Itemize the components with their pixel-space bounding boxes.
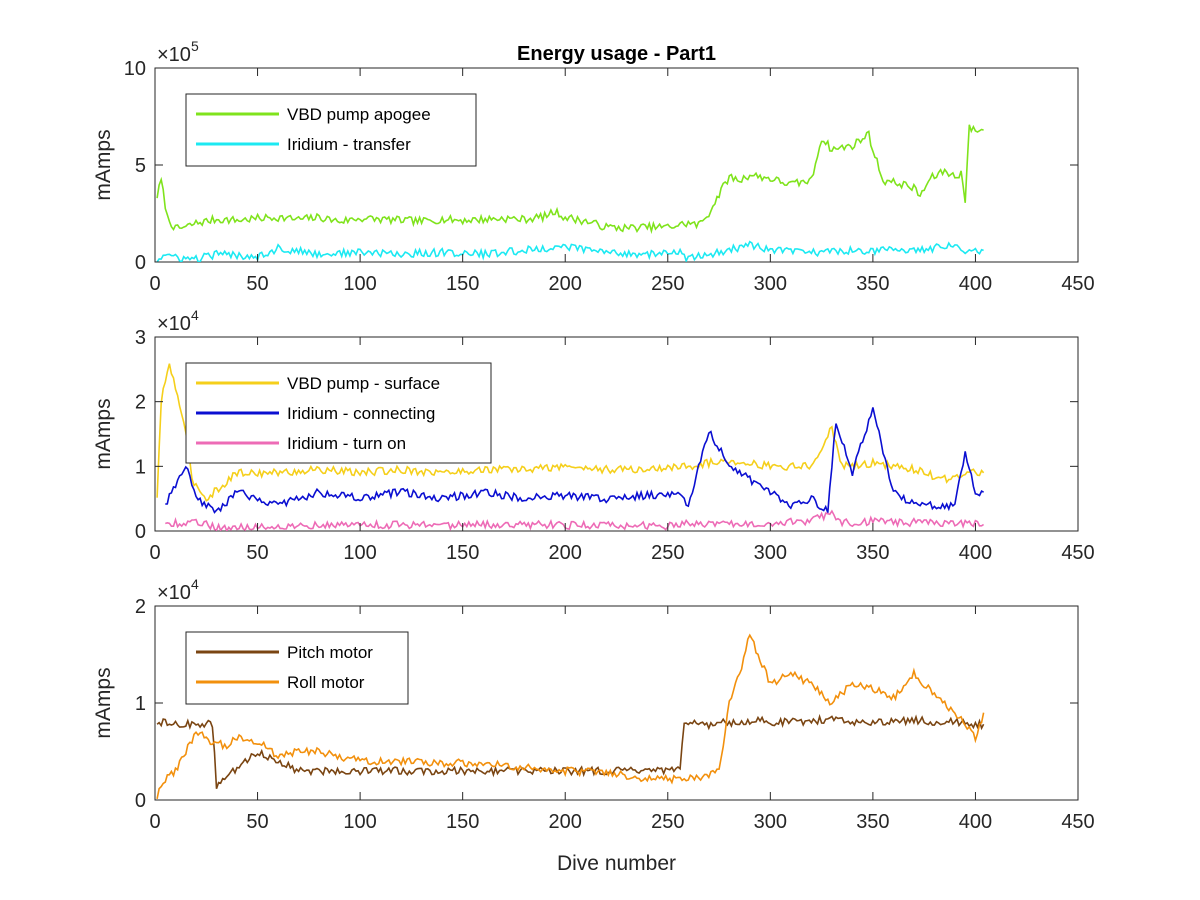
y-axis-label: mAmps (92, 398, 115, 469)
legend: VBD pump apogee Iridium - transfer (185, 93, 477, 167)
x-tick-label: 350 (856, 542, 889, 564)
x-tick-label: 50 (246, 542, 268, 564)
x-tick-label: 400 (959, 542, 992, 564)
y-tick-label: 2 (135, 392, 146, 414)
x-tick-label: 400 (959, 811, 992, 833)
legend-entry-label: Iridium - connecting (287, 404, 435, 423)
subplot-1: 0 50 100 150 200 250 300 350 400 450 0 5 10 ×105 mAmps… (92, 38, 1095, 295)
series-line-vbd-pump-surface (156, 363, 985, 502)
y-tick-label: 0 (135, 790, 146, 812)
series-line-vbd-pump-apogee (156, 124, 984, 235)
series-line-iridium-connecting (165, 407, 984, 514)
x-tick-label: 300 (754, 273, 787, 295)
x-tick-label: 450 (1061, 542, 1094, 564)
x-axis-label: Dive number (557, 852, 676, 875)
y-tick-label: 3 (135, 327, 146, 349)
x-tick-label: 50 (246, 273, 268, 295)
x-tick-label: 150 (446, 811, 479, 833)
y-exponent: ×104 (157, 576, 199, 604)
x-tick-label: 350 (856, 273, 889, 295)
x-tick-label: 50 (246, 811, 268, 833)
y-tick-label: 1 (135, 693, 146, 715)
x-tick-label: 300 (754, 811, 787, 833)
y-exponent: ×105 (157, 38, 199, 66)
legend-entry-label: Iridium - transfer (287, 135, 411, 154)
series-line-roll-motor (156, 633, 985, 800)
legend-entry-label: Roll motor (287, 673, 365, 692)
legend-entry-label: VBD pump apogee (287, 105, 431, 124)
y-tick-label: 0 (135, 252, 146, 274)
chart-title: Energy usage - Part1 (517, 43, 716, 65)
x-tick-label: 450 (1061, 273, 1094, 295)
legend: VBD pump - surface Iridium - connecting Ir… (185, 362, 492, 464)
legend: Pitch motor Roll motor (185, 631, 409, 705)
x-tick-label: 150 (446, 273, 479, 295)
y-axis-label: mAmps (92, 667, 115, 738)
x-tick-label: 350 (856, 811, 889, 833)
x-tick-label: 0 (149, 542, 160, 564)
legend-entry-label: Iridium - turn on (287, 434, 406, 453)
x-tick-label: 200 (549, 811, 582, 833)
x-tick-label: 200 (549, 273, 582, 295)
x-tick-label: 250 (651, 273, 684, 295)
x-tick-label: 100 (343, 273, 376, 295)
series-line-pitch-motor (156, 713, 985, 789)
legend-entry-label: VBD pump - surface (287, 374, 440, 393)
y-tick-label: 2 (135, 596, 146, 618)
legend-box (185, 93, 477, 167)
y-tick-label: 5 (135, 155, 146, 177)
x-tick-label: 100 (343, 811, 376, 833)
x-tick-label: 250 (651, 811, 684, 833)
x-tick-label: 200 (549, 542, 582, 564)
y-tick-label: 0 (135, 521, 146, 543)
x-tick-label: 250 (651, 542, 684, 564)
y-tick-label: 10 (124, 58, 146, 80)
x-tick-label: 100 (343, 542, 376, 564)
subplot-2: 0 50 100 150 200 250 300 350 400 450 0 1 2 3 ×104 mAmps… (92, 307, 1095, 564)
legend-entry-label: Pitch motor (287, 643, 373, 662)
y-tick-label: 1 (135, 456, 146, 478)
x-tick-label: 150 (446, 542, 479, 564)
subplot-3: 0 50 100 150 200 250 300 350 400 450 0 1 2 ×104 mAmps D… (92, 576, 1095, 875)
x-tick-label: 0 (149, 273, 160, 295)
x-tick-label: 300 (754, 542, 787, 564)
series-line-iridium-transfer (156, 240, 984, 262)
x-tick-label: 400 (959, 273, 992, 295)
x-tick-label: 0 (149, 811, 160, 833)
series-line-iridium-turn-on (165, 509, 985, 531)
y-exponent: ×104 (157, 307, 199, 335)
y-axis-label: mAmps (92, 129, 115, 200)
x-tick-label: 450 (1061, 811, 1094, 833)
legend-box (185, 631, 409, 705)
